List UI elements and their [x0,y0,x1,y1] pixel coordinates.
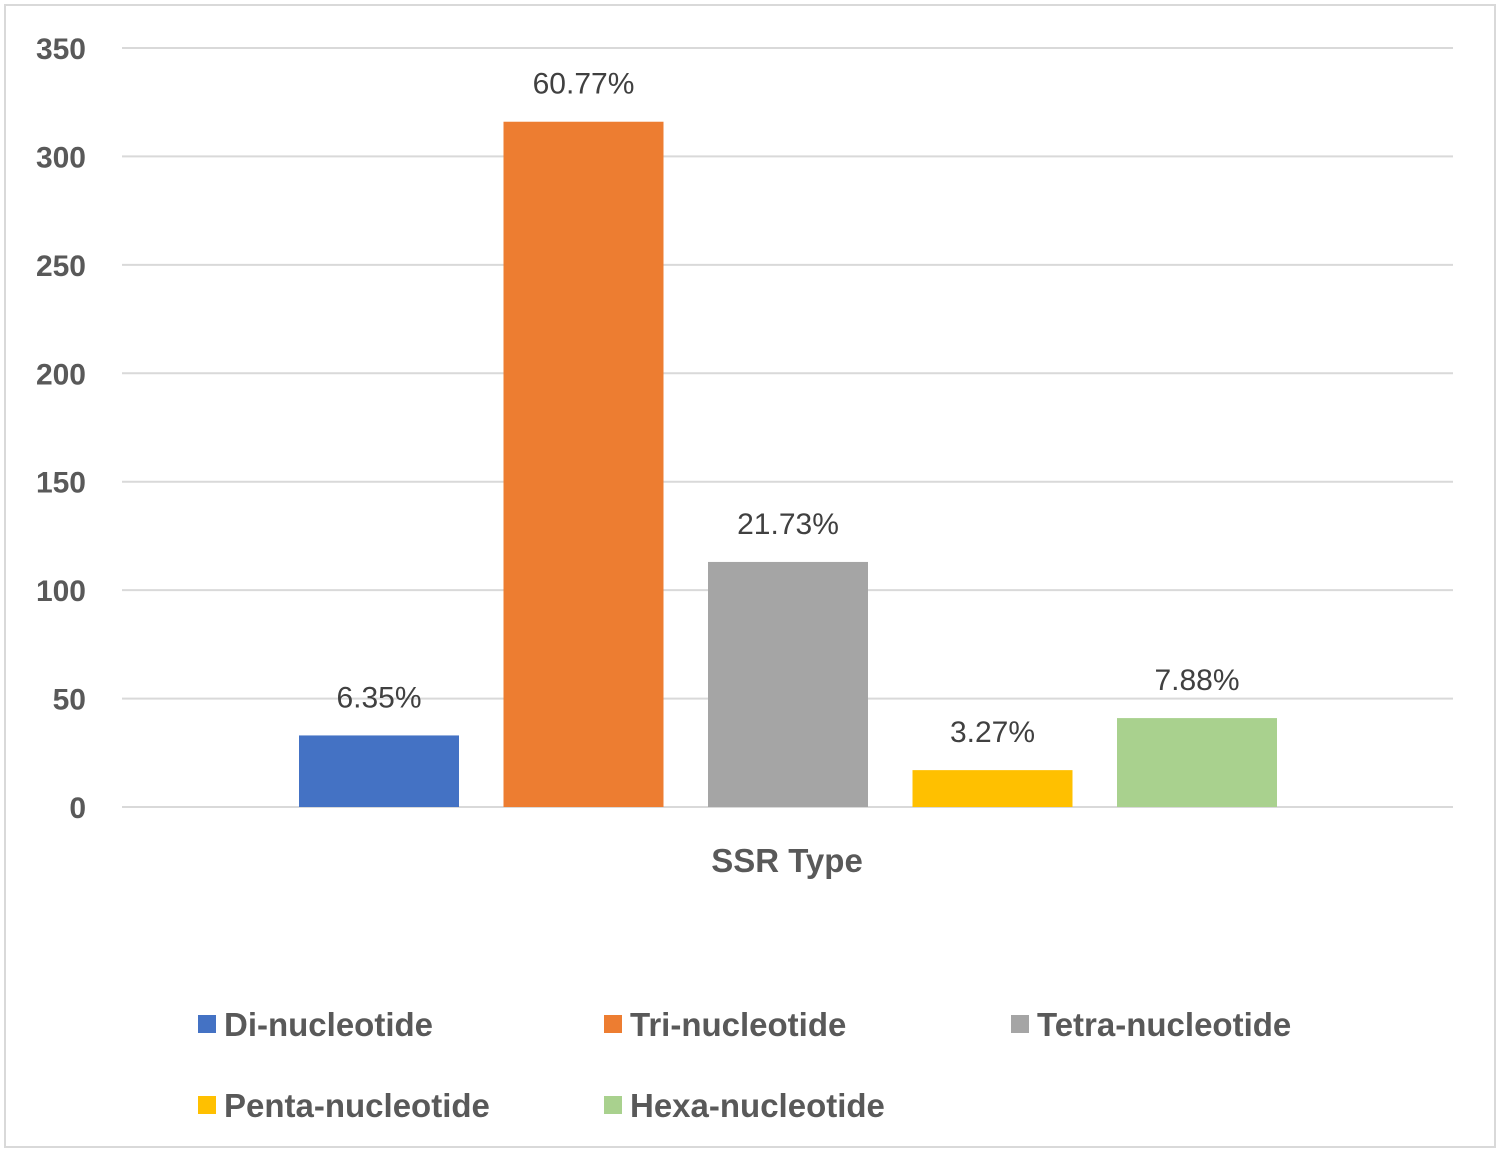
x-axis-title: SSR Type [711,842,863,879]
legend-item: Tetra-nucleotide [1011,1006,1291,1043]
bar-tri-nucleotide [503,121,664,807]
data-label: 21.73% [737,508,839,541]
legend-label: Tetra-nucleotide [1037,1006,1291,1043]
bar-penta-nucleotide [912,770,1073,807]
data-label: 6.35% [336,681,421,714]
legend-swatch [1011,1015,1029,1033]
legend-swatch [198,1096,216,1114]
y-tick-label: 200 [36,358,86,391]
legend-label: Di-nucleotide [224,1006,433,1043]
y-tick-label: 150 [36,467,86,500]
legend-swatch [198,1015,216,1033]
legend-item: Tri-nucleotide [604,1006,846,1043]
legend-label: Penta-nucleotide [224,1087,490,1124]
legend-item: Di-nucleotide [198,1006,433,1043]
y-axis-ticks: 0 50 100 150 200 250 300 350 [36,33,86,825]
y-tick-label: 100 [36,575,86,608]
bar-hexa-nucleotide [1117,718,1277,807]
y-tick-label: 250 [36,250,86,283]
bar-di-nucleotide [299,735,459,807]
legend-item: Penta-nucleotide [198,1087,490,1124]
bar-tetra-nucleotide [708,561,868,807]
y-tick-label: 300 [36,141,86,174]
data-label: 60.77% [533,68,635,101]
data-labels: 6.35% 60.77% 21.73% 3.27% 7.88% [336,68,1239,749]
y-tick-label: 50 [53,684,86,717]
legend: Di-nucleotide Tri-nucleotide Tetra-nucleot… [198,1006,1291,1124]
bars [299,121,1277,807]
legend-label: Tri-nucleotide [630,1006,846,1043]
y-tick-label: 0 [69,792,86,825]
legend-swatch [604,1015,622,1033]
data-label: 7.88% [1154,664,1239,697]
legend-swatch [604,1096,622,1114]
y-tick-label: 350 [36,33,86,66]
legend-label: Hexa-nucleotide [630,1087,885,1124]
legend-item: Hexa-nucleotide [604,1087,885,1124]
data-label: 3.27% [950,716,1035,749]
